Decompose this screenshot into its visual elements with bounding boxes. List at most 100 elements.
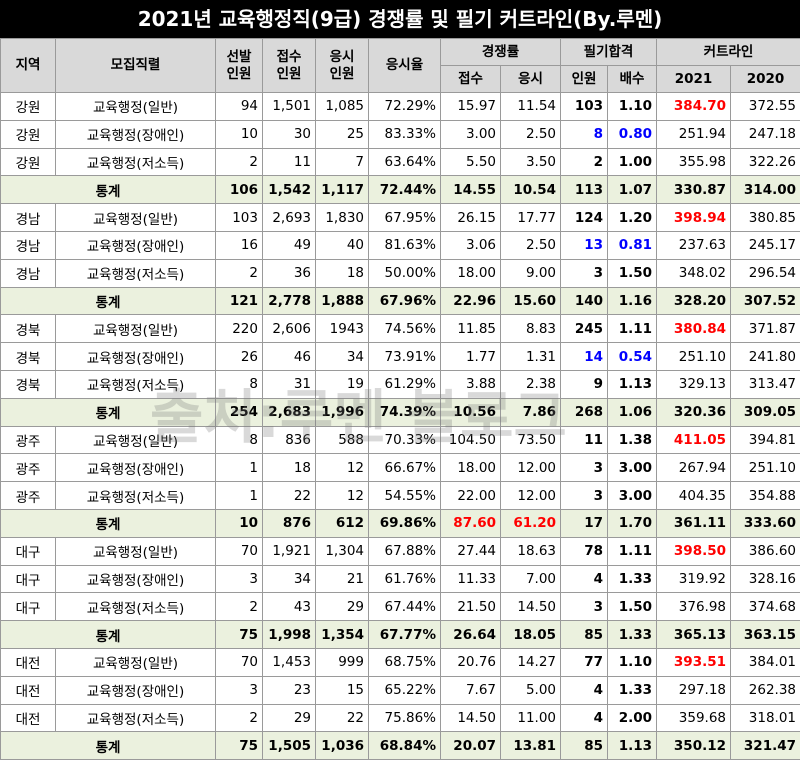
- cell: 1,921: [262, 536, 316, 566]
- cell: 14.50: [499, 592, 562, 622]
- cell: 20.76: [440, 647, 501, 677]
- cell: 67.44%: [368, 592, 441, 622]
- header-cell: 응시 인원: [315, 38, 369, 93]
- cell: 1.10: [607, 92, 658, 121]
- cell: 2.00: [607, 703, 658, 733]
- cell: 73.50: [499, 425, 562, 455]
- cell: 3: [560, 258, 609, 288]
- cell: 1,830: [315, 203, 369, 232]
- cell: 18.00: [440, 453, 501, 483]
- data-row: 대전 교육행정(일반) 70 1,453 999 68.75% 20.76 14.27 77 1.…: [0, 647, 800, 677]
- cell: 251.94: [656, 119, 732, 149]
- cell: 328.20: [656, 286, 732, 316]
- cell: 19: [315, 369, 369, 399]
- cell: 36: [262, 258, 316, 288]
- cell: 836: [262, 425, 316, 455]
- cell: 9: [560, 369, 609, 399]
- cell: 26: [215, 342, 263, 371]
- header-cell: 2021: [656, 65, 732, 93]
- cell: 통계: [0, 175, 216, 205]
- cell: 12.00: [499, 453, 562, 483]
- header-cell: 커트라인: [656, 38, 800, 66]
- cell: 7.67: [440, 675, 501, 705]
- cell: 강원: [0, 119, 56, 149]
- cell: 2.50: [499, 119, 562, 149]
- data-row: 광주 교육행정(장애인) 1 18 12 66.67% 18.00 12.00 3 3.00 267…: [0, 453, 800, 483]
- data-row: 경남 교육행정(저소득) 2 36 18 50.00% 18.00 9.00 3 1.50 348.…: [0, 258, 800, 288]
- cell: 8.83: [499, 314, 562, 344]
- cell: 1.50: [607, 592, 658, 622]
- cell: 10.54: [499, 175, 562, 205]
- data-row: 강원 교육행정(일반) 94 1,501 1,085 72.29% 15.97 11.54 10…: [0, 92, 800, 121]
- cell: 68.84%: [368, 731, 441, 761]
- cell: 268: [560, 397, 609, 427]
- cell: 70.33%: [368, 425, 441, 455]
- cell: 교육행정(장애인): [55, 119, 216, 149]
- cell: 8: [215, 369, 263, 399]
- cell: 2,778: [262, 286, 316, 316]
- cell: 3.00: [607, 453, 658, 483]
- header-line: 접수: [276, 48, 302, 65]
- cell: 355.98: [656, 147, 732, 177]
- header-cell: 배수: [607, 65, 658, 93]
- cell: 1,998: [262, 620, 316, 649]
- cell: 11: [560, 425, 609, 455]
- cell: 1,354: [315, 620, 369, 649]
- cell: 34: [315, 342, 369, 371]
- cell: 81.63%: [368, 230, 441, 260]
- cell: 4: [560, 564, 609, 594]
- cell: 220: [215, 314, 263, 344]
- data-row: 대전 교육행정(저소득) 2 29 22 75.86% 14.50 11.00 4 2.00 359…: [0, 703, 800, 733]
- cell: 106: [215, 175, 263, 205]
- cell: 대구: [0, 564, 56, 594]
- header-line: 인원: [329, 65, 355, 82]
- summary-row: 통계 106 1,542 1,117 72.44% 14.55 10.54 113 1.07 33…: [0, 175, 800, 205]
- cell: 3.88: [440, 369, 501, 399]
- cell: 85: [560, 731, 609, 761]
- cell: 강원: [0, 147, 56, 177]
- cell: 70: [215, 647, 263, 677]
- cell: 0.81: [607, 230, 658, 260]
- cell: 83.33%: [368, 119, 441, 149]
- cell: 46: [262, 342, 316, 371]
- cell: 11.33: [440, 564, 501, 594]
- header-cell: 필기합격: [560, 38, 658, 66]
- cell: 경남: [0, 230, 56, 260]
- cutline-table: 지역 모집직렬 선발 인원 접수 인원 응시 인원 응시율 경쟁률 필기합격 커트라인…: [0, 38, 800, 761]
- header-cell: 선발 인원: [215, 38, 263, 93]
- cell: 318.01: [730, 703, 800, 733]
- cell: 350.12: [656, 731, 732, 761]
- cell: 1: [215, 453, 263, 483]
- cell: 65.22%: [368, 675, 441, 705]
- cell: 1.16: [607, 286, 658, 316]
- cell: 교육행정(일반): [55, 203, 216, 232]
- header-cell: 경쟁률: [439, 38, 562, 66]
- header-line: 선발: [226, 48, 252, 65]
- cell: 75.86%: [368, 703, 441, 733]
- cell: 73.91%: [368, 342, 441, 371]
- cell: 54.55%: [368, 481, 441, 510]
- cell: 94: [215, 92, 263, 121]
- cell: 241.80: [730, 342, 800, 371]
- cell: 61.20: [499, 508, 562, 538]
- cell: 34: [262, 564, 316, 594]
- cell: 경북: [0, 314, 56, 344]
- cell: 8: [560, 119, 609, 149]
- cell: 85: [560, 620, 609, 649]
- cell: 296.54: [730, 258, 800, 288]
- cell: 1.06: [607, 397, 658, 427]
- cell: 588: [315, 425, 369, 455]
- cell: 2.50: [499, 230, 562, 260]
- cell: 교육행정(일반): [55, 92, 216, 121]
- cell: 12: [315, 453, 369, 483]
- cell: 103: [215, 203, 263, 232]
- cell: 359.68: [656, 703, 732, 733]
- cell: 22: [262, 481, 316, 510]
- cell: 1.07: [607, 175, 658, 205]
- cell: 237.63: [656, 230, 732, 260]
- cell: 1,542: [262, 175, 316, 205]
- cell: 교육행정(일반): [55, 647, 216, 677]
- header-cell: 지역: [0, 38, 56, 93]
- cell: 404.35: [656, 481, 732, 510]
- data-row: 광주 교육행정(저소득) 1 22 12 54.55% 22.00 12.00 3 3.00 404…: [0, 481, 800, 510]
